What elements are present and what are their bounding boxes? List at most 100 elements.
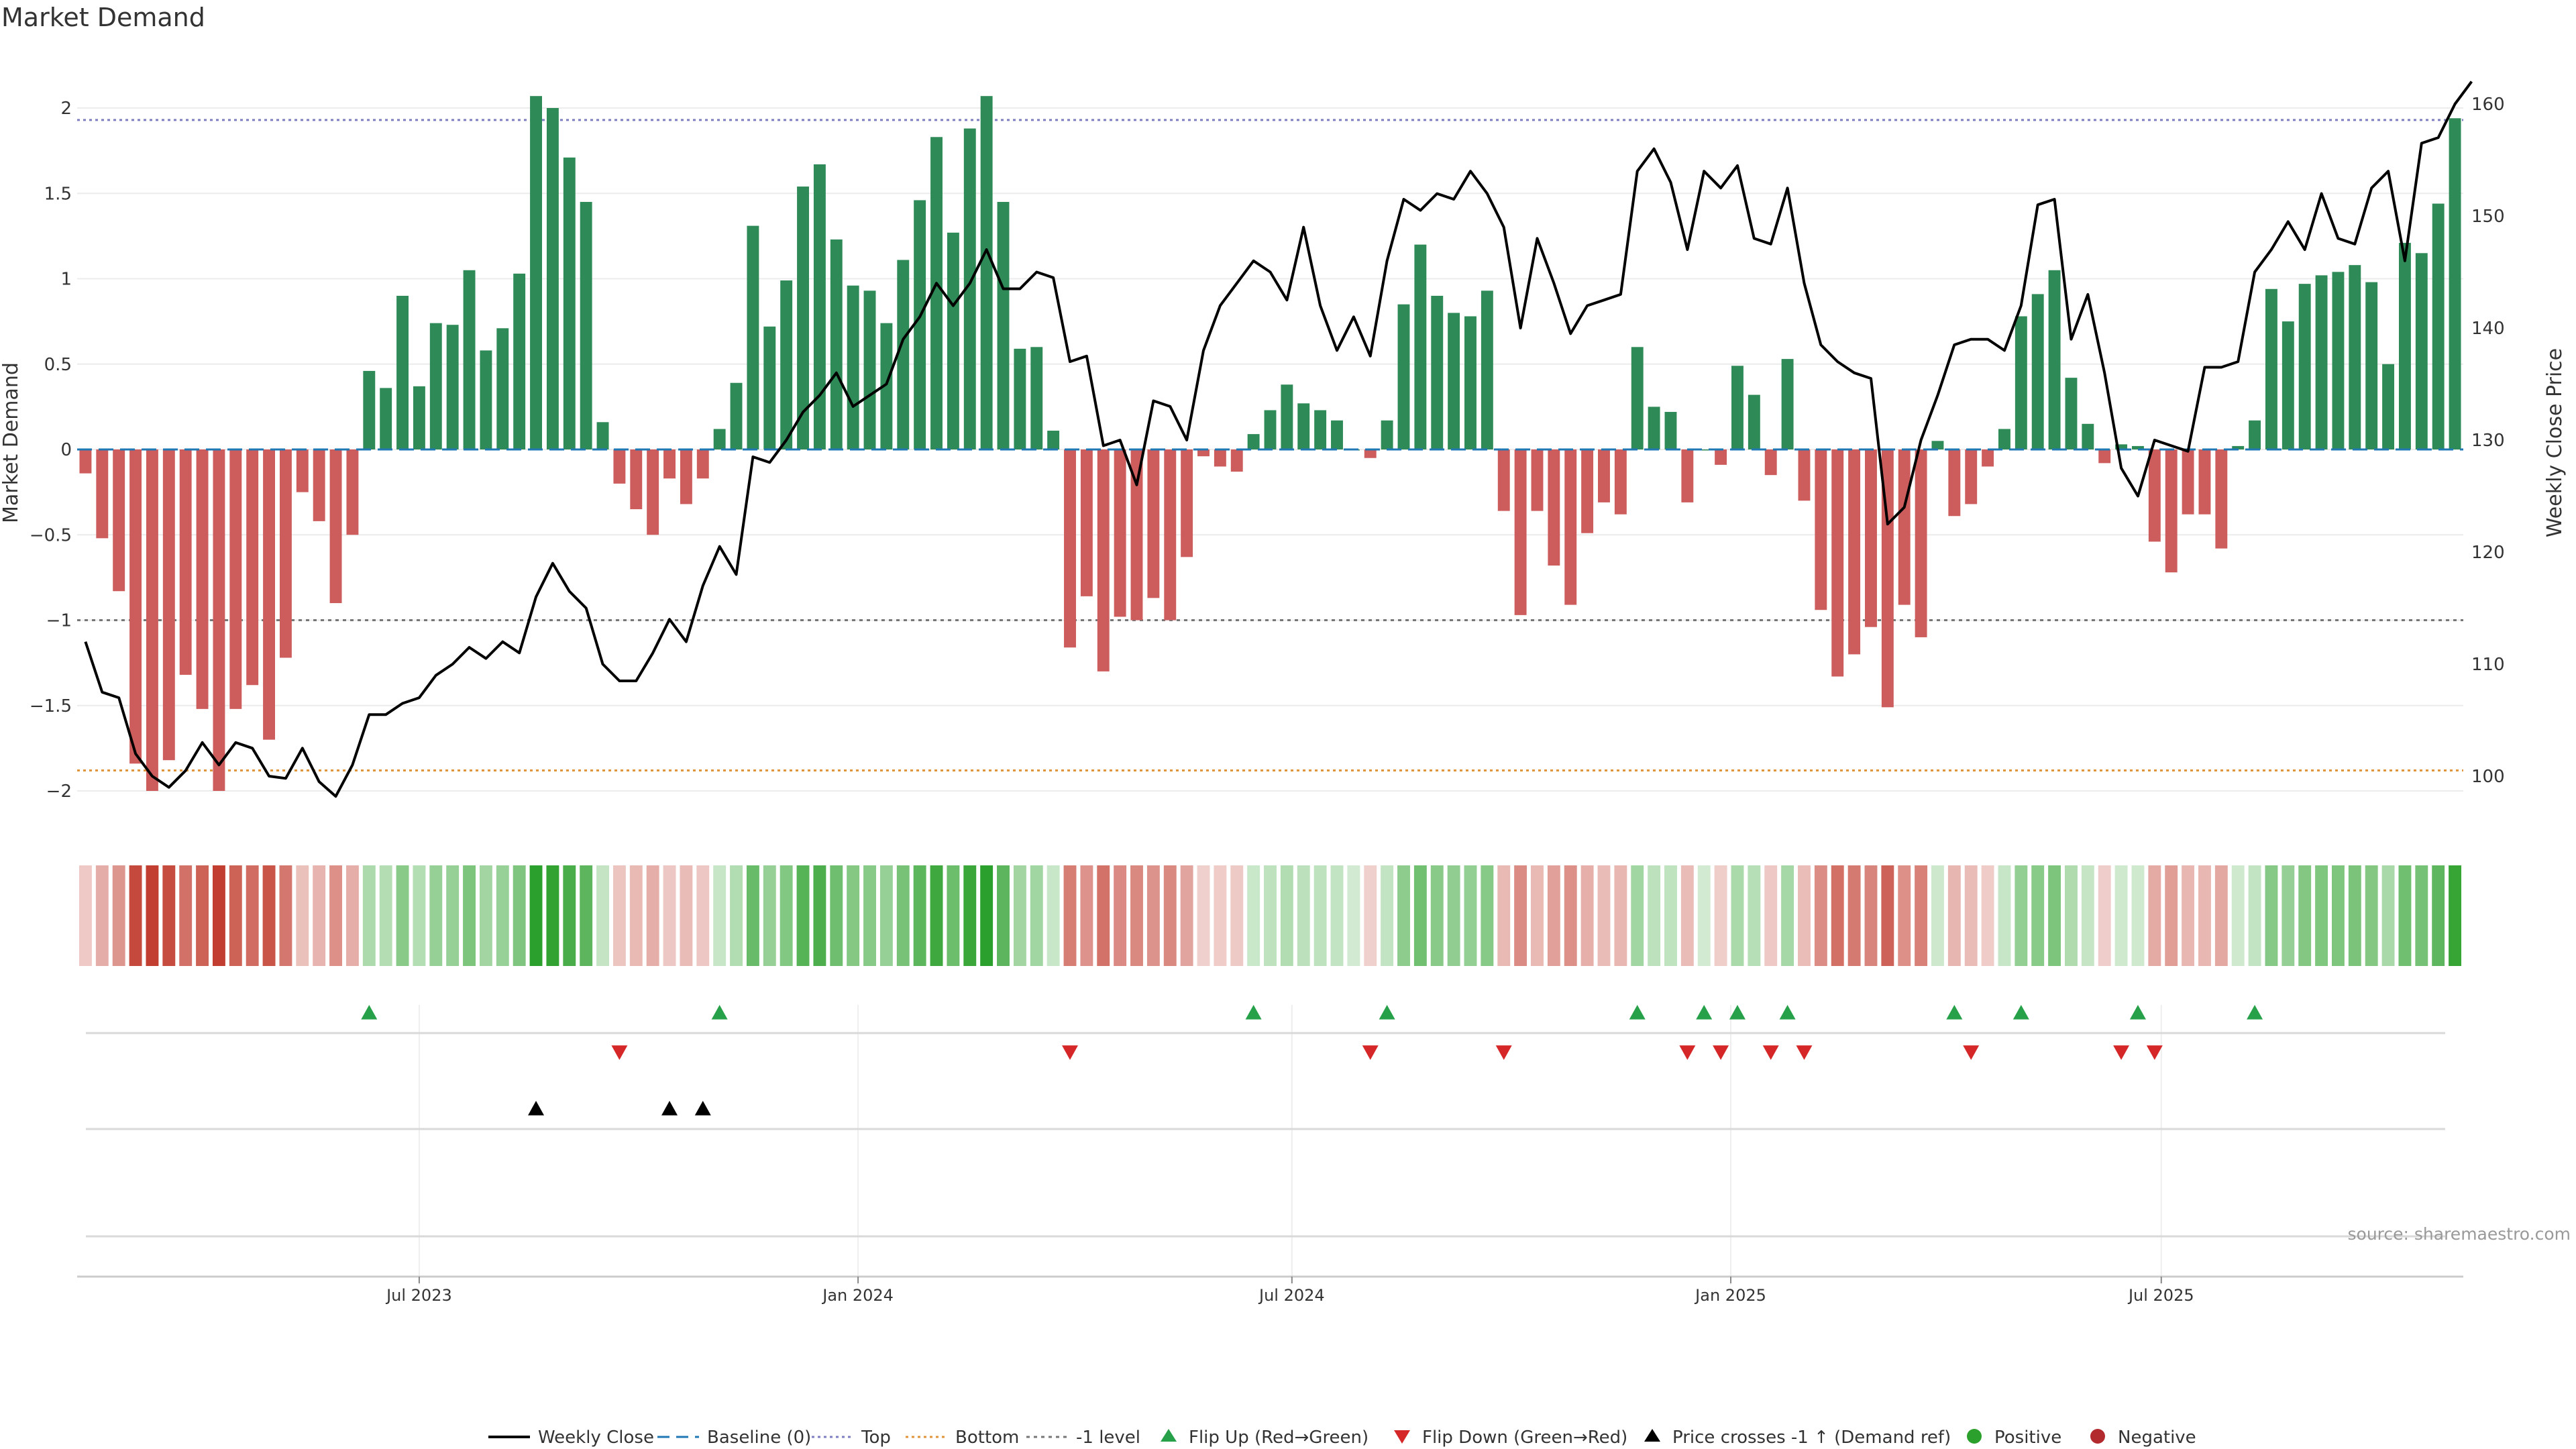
demand-bar (1581, 449, 1594, 533)
demand-bar (346, 449, 359, 535)
demand-bar (1414, 244, 1427, 449)
heat-cell (246, 865, 259, 966)
heat-cell (1464, 865, 1477, 966)
heat-cell (2114, 865, 2128, 966)
demand-bar (1731, 366, 1743, 449)
demand-bar (1481, 290, 1493, 449)
demand-bar (396, 295, 409, 449)
heat-cell (1614, 865, 1627, 966)
legend-item: Flip Down (Green→Red) (1394, 1428, 1627, 1448)
price-cross-marker (694, 1101, 711, 1116)
flip-up-marker (1729, 1005, 1746, 1020)
demand-bar (1230, 449, 1243, 472)
weekly-close-line (84, 80, 2473, 798)
heat-cell (1280, 865, 1293, 966)
heat-cell (730, 865, 743, 966)
heat-cell (879, 865, 893, 966)
heat-cell (1364, 865, 1377, 966)
demand-bar (279, 449, 292, 658)
flip-up-marker (361, 1005, 378, 1020)
demand-bar (196, 449, 209, 709)
heat-cell (1664, 865, 1677, 966)
heat-cell (2165, 865, 2178, 966)
demand-bar (797, 186, 809, 449)
x-tick-label: Jul 2024 (1258, 1286, 1325, 1305)
demand-bar (2315, 275, 2328, 449)
demand-bar (96, 449, 109, 539)
flip-down-marker (2113, 1045, 2130, 1060)
demand-bar (429, 323, 442, 449)
demand-bar (1514, 449, 1527, 615)
heat-cell (379, 865, 392, 966)
demand-heat-strip (78, 865, 2462, 966)
demand-bar (1798, 449, 1811, 501)
heat-cell (1297, 865, 1310, 966)
demand-bar (997, 201, 1010, 449)
x-tick-label: Jul 2023 (385, 1286, 452, 1305)
demand-bar (647, 449, 659, 535)
heat-cell (296, 865, 309, 966)
demand-bar (730, 382, 743, 449)
demand-bar (863, 290, 876, 449)
heat-cell (629, 865, 643, 966)
heat-cell (1597, 865, 1611, 966)
heat-cell (2432, 865, 2445, 966)
demand-bar (129, 449, 142, 764)
heat-cell (1264, 865, 1277, 966)
demand-bar (1748, 394, 1760, 449)
demand-bar (2249, 420, 2261, 449)
demand-bar (1998, 429, 2010, 449)
heat-cell (1397, 865, 1410, 966)
demand-bar (2265, 288, 2277, 449)
demand-bar (1331, 420, 1343, 449)
demand-bar (2165, 449, 2178, 573)
flip-down-marker (1062, 1045, 1079, 1060)
demand-bar (1564, 449, 1577, 605)
demand-bar (2349, 265, 2361, 449)
y-tick-label-right: 110 (2471, 655, 2505, 675)
heat-cell (396, 865, 409, 966)
demand-bar (2215, 449, 2228, 549)
demand-bar (2449, 118, 2461, 449)
y-tick-label-right: 160 (2471, 95, 2505, 115)
legend-label: Positive (1994, 1428, 2061, 1448)
demand-bar (1314, 410, 1327, 449)
y-tick-label: 1 (60, 270, 72, 290)
heat-cell (1430, 865, 1444, 966)
heat-cell (713, 865, 727, 966)
flip-down-marker (1713, 1045, 1729, 1060)
demand-bar (1497, 449, 1510, 511)
heat-cell (1146, 865, 1160, 966)
left-y-ticks: 2 1.5 1 0.5 0 −0.5 −1 −1.5 −2 (30, 99, 72, 802)
demand-bar (2015, 316, 2027, 449)
heat-cell (896, 865, 910, 966)
demand-bar (2332, 272, 2345, 449)
demand-bar (2148, 449, 2161, 542)
heat-cell (229, 865, 242, 966)
heat-cell (1915, 865, 1928, 966)
heat-cell (345, 865, 359, 966)
legend-item: Price crosses -1 ↑ (Demand ref) (1644, 1428, 1951, 1448)
flip-up-marker (2129, 1005, 2146, 1020)
heat-cell (2031, 865, 2045, 966)
demand-bar (1598, 449, 1610, 502)
heat-cell (429, 865, 443, 966)
heat-cell (513, 865, 526, 966)
heat-cell (1898, 865, 1911, 966)
demand-bar (1214, 449, 1226, 467)
heat-cell (1313, 865, 1327, 966)
demand-bar (1047, 431, 1060, 449)
legend-label: Bottom (955, 1428, 1019, 1448)
demand-bar (530, 96, 542, 449)
demand-bar (1881, 449, 1894, 708)
flip-up-marker (1629, 1005, 1646, 1020)
demand-bar (213, 449, 225, 791)
demand-bar (1781, 359, 1794, 449)
heat-cell (2065, 865, 2078, 966)
price-cross-marker (661, 1101, 678, 1116)
y-tick-label-right: 150 (2471, 207, 2505, 227)
heat-cell (1947, 865, 1961, 966)
heat-cell (279, 865, 292, 966)
legend-swatch (1644, 1429, 1660, 1442)
legend-swatch (1967, 1429, 1982, 1444)
